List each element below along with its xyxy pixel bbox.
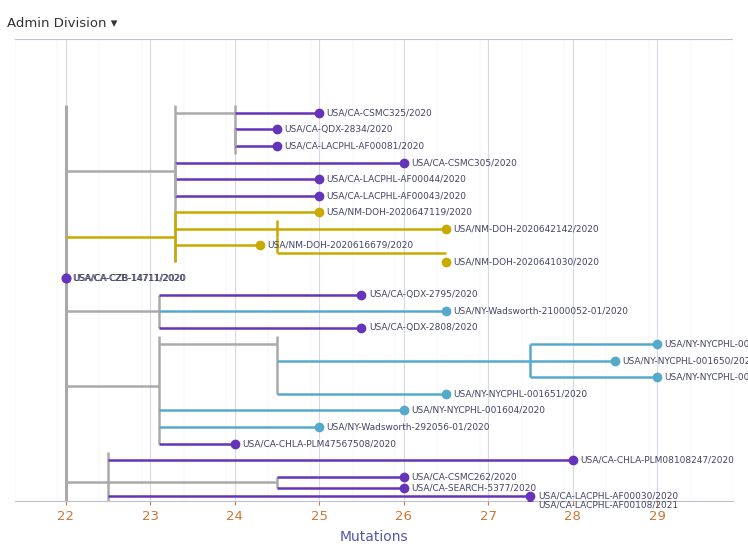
Text: USA/CA-QDX-2808/2020: USA/CA-QDX-2808/2020	[369, 323, 477, 332]
Text: USA/NY-NYCPHL-001604/2020: USA/NY-NYCPHL-001604/2020	[411, 406, 545, 415]
Text: USA/NM-DOH-2020641030/2020: USA/NM-DOH-2020641030/2020	[453, 257, 599, 266]
Text: USA/NY-NYCPHL-001650/2020: USA/NY-NYCPHL-001650/2020	[622, 356, 748, 365]
Text: USA/NY-Wadsworth-292056-01/2020: USA/NY-Wadsworth-292056-01/2020	[327, 423, 490, 431]
Text: USA/NM-DOH-2020642142/2020: USA/NM-DOH-2020642142/2020	[453, 224, 599, 233]
Text: USA/NY-Wadsworth-21000052-01/2020: USA/NY-Wadsworth-21000052-01/2020	[453, 307, 628, 316]
Text: Admin Division ▾: Admin Division ▾	[7, 17, 118, 30]
Text: USA/NM-DOH-2020616679/2020: USA/NM-DOH-2020616679/2020	[268, 241, 414, 250]
Text: USA/CA-LACPHL-AF00108/2021: USA/CA-LACPHL-AF00108/2021	[538, 500, 678, 509]
Text: USA/CA-CSMC325/2020: USA/CA-CSMC325/2020	[327, 109, 432, 117]
Text: USA/CA-CSMC262/2020: USA/CA-CSMC262/2020	[411, 472, 517, 481]
Text: USA/CA-SEARCH-5377/2020: USA/CA-SEARCH-5377/2020	[411, 484, 536, 493]
Text: USA/NM-DOH-2020647119/2020: USA/NM-DOH-2020647119/2020	[327, 208, 473, 217]
Text: USA/NY-NYCPHL-001651/2020: USA/NY-NYCPHL-001651/2020	[453, 390, 587, 398]
Text: USA/CA-CHLA-PLM47567508/2020: USA/CA-CHLA-PLM47567508/2020	[242, 439, 396, 448]
Text: USA/CA-LACPHL-AF00081/2020: USA/CA-LACPHL-AF00081/2020	[284, 142, 425, 150]
Text: USA/CA-QDX-2795/2020: USA/CA-QDX-2795/2020	[369, 290, 477, 299]
Text: USA/CA-CSMC305/2020: USA/CA-CSMC305/2020	[411, 158, 517, 167]
Text: USA/CA-QDX-2834/2020: USA/CA-QDX-2834/2020	[284, 125, 393, 134]
Text: USA/CA-CZB-14711/2020: USA/CA-CZB-14711/2020	[73, 274, 186, 283]
Text: USA/CA-LACPHL-AF00030/2020: USA/CA-LACPHL-AF00030/2020	[538, 492, 678, 501]
Text: USA/CA-CHLA-PLM08108247/2020: USA/CA-CHLA-PLM08108247/2020	[580, 456, 734, 464]
Text: USA/CA-LACPHL-AF00044/2020: USA/CA-LACPHL-AF00044/2020	[327, 175, 467, 183]
Text: USA/CA-LACPHL-AF00043/2020: USA/CA-LACPHL-AF00043/2020	[327, 191, 467, 200]
Text: USA/CA-CZB-14711/2020: USA/CA-CZB-14711/2020	[73, 274, 186, 283]
X-axis label: Mutations: Mutations	[340, 531, 408, 544]
Text: USA/NY-NYCPHL-001757/2020: USA/NY-NYCPHL-001757/2020	[665, 373, 748, 382]
Text: USA/NY-NYCPHL-001756/2020: USA/NY-NYCPHL-001756/2020	[665, 340, 748, 349]
